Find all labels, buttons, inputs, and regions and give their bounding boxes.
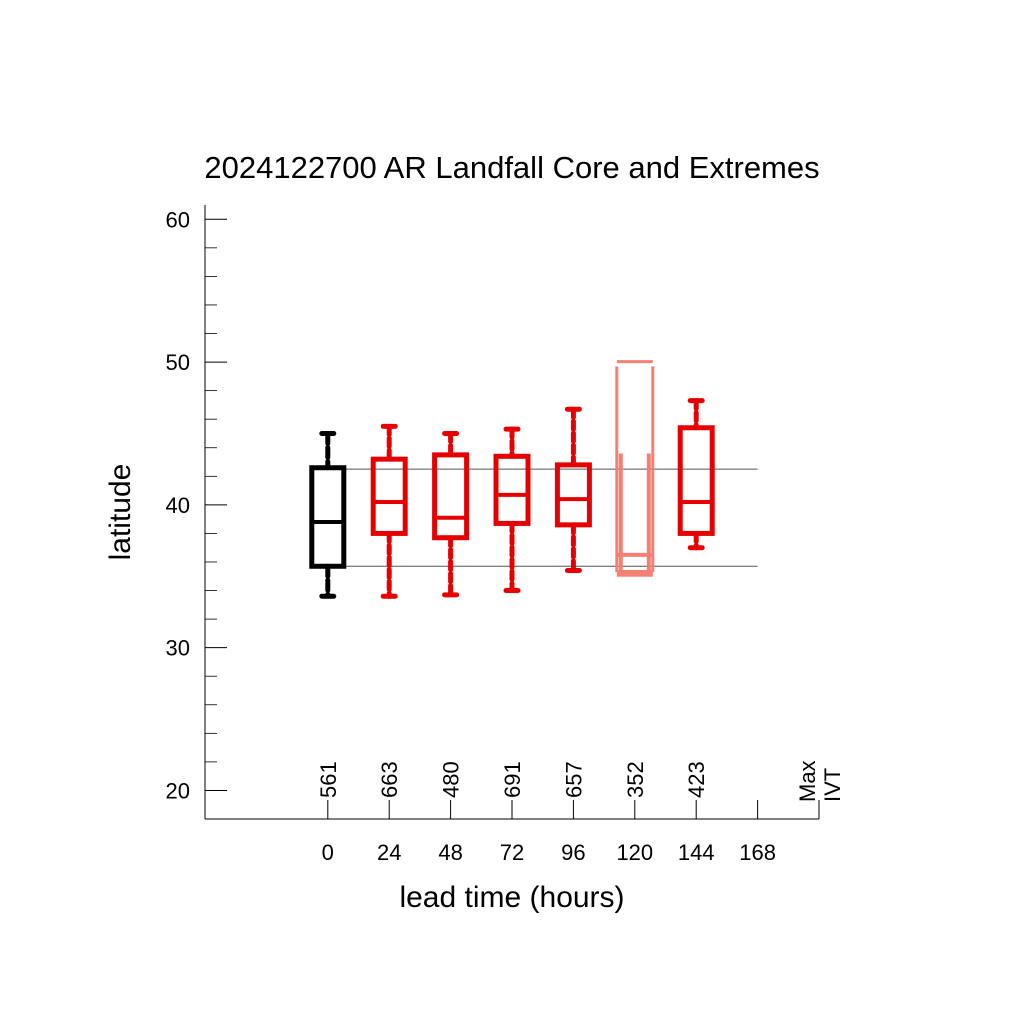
- box-0h: [309, 430, 347, 599]
- box-120h: [615, 360, 655, 577]
- iqr-box: [309, 465, 347, 569]
- x-tick-label: 0: [322, 840, 334, 865]
- iqr-box: [432, 452, 470, 541]
- count-label: 657: [561, 761, 586, 798]
- box-series: [309, 360, 715, 599]
- x-tick-label: 24: [377, 840, 401, 865]
- box-144h: [677, 398, 715, 551]
- count-label: 663: [377, 761, 402, 798]
- y-tick-label: 20: [166, 778, 190, 803]
- x-tick-label: 48: [438, 840, 462, 865]
- iqr-box: [677, 425, 715, 536]
- y-tick-label: 50: [166, 350, 190, 375]
- box-96h: [554, 406, 592, 574]
- x-tick-label: 144: [678, 840, 715, 865]
- iqr-box: [493, 453, 531, 526]
- x-tick-label: 120: [616, 840, 653, 865]
- y-tick-label: 40: [166, 493, 190, 518]
- count-label: 480: [439, 761, 464, 798]
- x-axis-label: lead time (hours): [399, 881, 624, 914]
- box-24h: [370, 423, 408, 599]
- iqr-box: [370, 456, 408, 536]
- chart-title: 2024122700 AR Landfall Core and Extremes: [204, 150, 819, 185]
- count-label: 423: [684, 761, 709, 798]
- x-tick-label: 72: [500, 840, 524, 865]
- y-tick-label: 60: [166, 207, 190, 232]
- count-label: 691: [500, 761, 525, 798]
- count-label: 352: [623, 761, 648, 798]
- count-labels: 561 663 480 691 657 352 423 Max IVT: [316, 760, 845, 802]
- count-column-label: IVT: [820, 768, 845, 802]
- reference-lines: [327, 468, 758, 567]
- x-tick-label: 168: [739, 840, 776, 865]
- count-label: 561: [316, 761, 341, 798]
- count-column-label: Max: [795, 760, 820, 802]
- box-48h: [432, 430, 470, 598]
- x-tick-label: 96: [561, 840, 585, 865]
- iqr-box: [554, 462, 592, 528]
- axes: 20 30 40 50 60 0 24 48 72 96 120 144 168: [166, 205, 820, 865]
- y-tick-label: 30: [166, 636, 190, 661]
- y-axis-label: latitude: [104, 464, 137, 561]
- box-72h: [493, 426, 531, 594]
